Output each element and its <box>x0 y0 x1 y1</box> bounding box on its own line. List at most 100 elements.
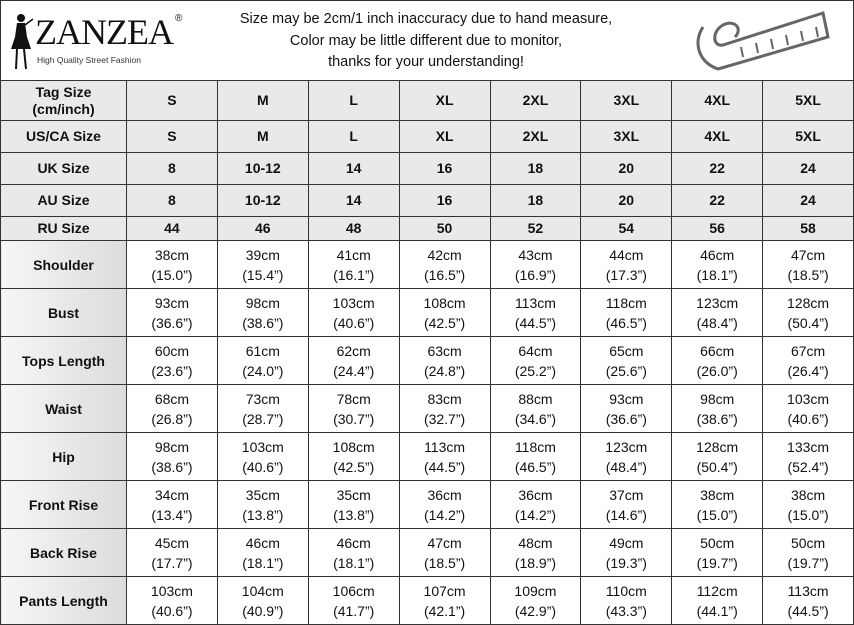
cm-value: 108cm <box>332 438 375 455</box>
brand-tagline: High Quality Street Fashion <box>37 55 141 65</box>
size-cell: 8 <box>126 184 218 217</box>
cm-value: 61cm <box>245 342 280 359</box>
size-cell: 20 <box>580 152 673 185</box>
inch-value: (19.7”) <box>696 554 738 571</box>
inch-value: (34.6”) <box>514 410 557 427</box>
measuring-tape-icon <box>696 11 830 71</box>
cm-value: 38cm <box>700 486 735 503</box>
measurement-cell: 42cm (16.5”) <box>398 240 491 289</box>
measurement-cell: 108cm (42.5”) <box>307 432 400 481</box>
inch-value: (41.7”) <box>333 602 375 619</box>
measurement-cell: 61cm (24.0”) <box>216 336 309 385</box>
inch-value: (14.2”) <box>514 506 557 523</box>
brand-name: ZANZEA <box>35 12 174 52</box>
row-label: Waist <box>0 384 127 433</box>
cm-value: 103cm <box>241 438 284 455</box>
measurement-cell: 45cm (17.7”) <box>126 528 218 577</box>
size-cell: 44 <box>126 216 218 241</box>
measurement-row: Bust 93cm (36.6”) 98cm (38.6”) 103cm (40.6”) 10… <box>0 288 854 337</box>
cm-value: 112cm <box>696 582 738 599</box>
measurement-cell: 63cm (24.8”) <box>398 336 491 385</box>
inch-value: (42.9”) <box>514 602 557 619</box>
size-row: AU Size 8 10-12 14 16 18 20 22 24 <box>0 184 854 217</box>
chart-header: ZANZEA ® High Quality Street Fashion Siz… <box>0 0 854 81</box>
size-cell: M <box>216 120 309 153</box>
measurement-cell: 103cm (40.6”) <box>307 288 400 337</box>
measurement-cell: 60cm (23.6”) <box>126 336 218 385</box>
measurement-cell: 50cm (19.7”) <box>762 528 854 577</box>
cm-value: 123cm <box>605 438 648 455</box>
cm-value: 98cm <box>700 390 735 407</box>
measurement-cell: 44cm (17.3”) <box>580 240 673 289</box>
size-cell: 24 <box>762 152 854 185</box>
cm-value: 37cm <box>609 486 644 503</box>
inch-value: (24.0”) <box>242 362 284 379</box>
measurement-cell: 128cm (50.4”) <box>671 432 764 481</box>
row-label: Bust <box>0 288 127 337</box>
cm-value: 66cm <box>700 342 735 359</box>
inch-value: (17.3”) <box>605 266 647 283</box>
cm-value: 47cm <box>790 246 826 263</box>
inch-value: (38.6”) <box>151 458 193 475</box>
measurement-cell: 78cm (30.7”) <box>307 384 400 433</box>
inch-value: (40.6”) <box>242 458 284 475</box>
cm-value: 113cm <box>787 582 829 599</box>
measurement-cell: 128cm (50.4”) <box>762 288 854 337</box>
cm-value: 50cm <box>700 534 735 551</box>
size-cell: 46 <box>216 216 309 241</box>
cm-value: 42cm <box>427 246 462 263</box>
brand-row: ZANZEA ® <box>35 13 182 51</box>
measurement-cell: 133cm (52.4”) <box>762 432 854 481</box>
cm-value: 36cm <box>427 486 462 503</box>
size-row: US/CA Size S M L XL 2XL 3XL 4XL 5XL <box>0 120 854 153</box>
inch-value: (18.9”) <box>514 554 557 571</box>
inch-value: (23.6”) <box>151 362 193 379</box>
measurement-cell: 113cm (44.5”) <box>398 432 491 481</box>
cm-value: 50cm <box>790 534 826 551</box>
size-cell: 5XL <box>762 80 854 121</box>
inch-value: (15.0”) <box>151 266 193 283</box>
inch-value: (40.6”) <box>787 410 829 427</box>
cm-value: 67cm <box>790 342 826 359</box>
inch-value: (26.0”) <box>696 362 738 379</box>
row-label: Tops Length <box>0 336 127 385</box>
cm-value: 98cm <box>154 438 190 455</box>
measurement-cell: 49cm (19.3”) <box>580 528 673 577</box>
measurement-row: Back Rise 45cm (17.7”) 46cm (18.1”) 46cm (18.1… <box>0 528 854 577</box>
cm-value: 39cm <box>245 246 280 263</box>
row-label: UK Size <box>0 152 127 185</box>
measurement-cell: 113cm (44.5”) <box>489 288 582 337</box>
inch-value: (36.6”) <box>605 410 647 427</box>
size-cell: 3XL <box>580 80 673 121</box>
cm-value: 48cm <box>518 534 553 551</box>
measurement-cell: 37cm (14.6”) <box>580 480 673 529</box>
measurement-cell: 62cm (24.4”) <box>307 336 400 385</box>
cm-value: 123cm <box>696 294 739 311</box>
inch-value: (16.9”) <box>514 266 557 283</box>
size-cell: 16 <box>398 152 491 185</box>
size-cell: XL <box>398 120 491 153</box>
row-label: Back Rise <box>0 528 127 577</box>
row-label: Pants Length <box>0 576 127 625</box>
inch-value: (30.7”) <box>333 410 375 427</box>
cm-value: 46cm <box>700 246 735 263</box>
inch-value: (40.6”) <box>151 602 193 619</box>
cm-value: 128cm <box>787 294 830 311</box>
row-label: Front Rise <box>0 480 127 529</box>
size-cell: 52 <box>489 216 582 241</box>
size-cell: 10-12 <box>216 184 309 217</box>
measurement-cell: 34cm (13.4”) <box>126 480 218 529</box>
inch-value: (48.4”) <box>605 458 647 475</box>
cm-value: 133cm <box>787 438 830 455</box>
cm-value: 35cm <box>336 486 371 503</box>
cm-value: 103cm <box>332 294 375 311</box>
size-cell: 16 <box>398 184 491 217</box>
measurement-cell: 64cm (25.2”) <box>489 336 582 385</box>
size-cell: 56 <box>671 216 764 241</box>
cm-value: 34cm <box>154 486 190 503</box>
inch-value: (18.1”) <box>696 266 738 283</box>
measurement-cell: 93cm (36.6”) <box>580 384 673 433</box>
measurement-cell: 65cm (25.6”) <box>580 336 673 385</box>
size-cell: 2XL <box>489 80 582 121</box>
size-cell: 20 <box>580 184 673 217</box>
